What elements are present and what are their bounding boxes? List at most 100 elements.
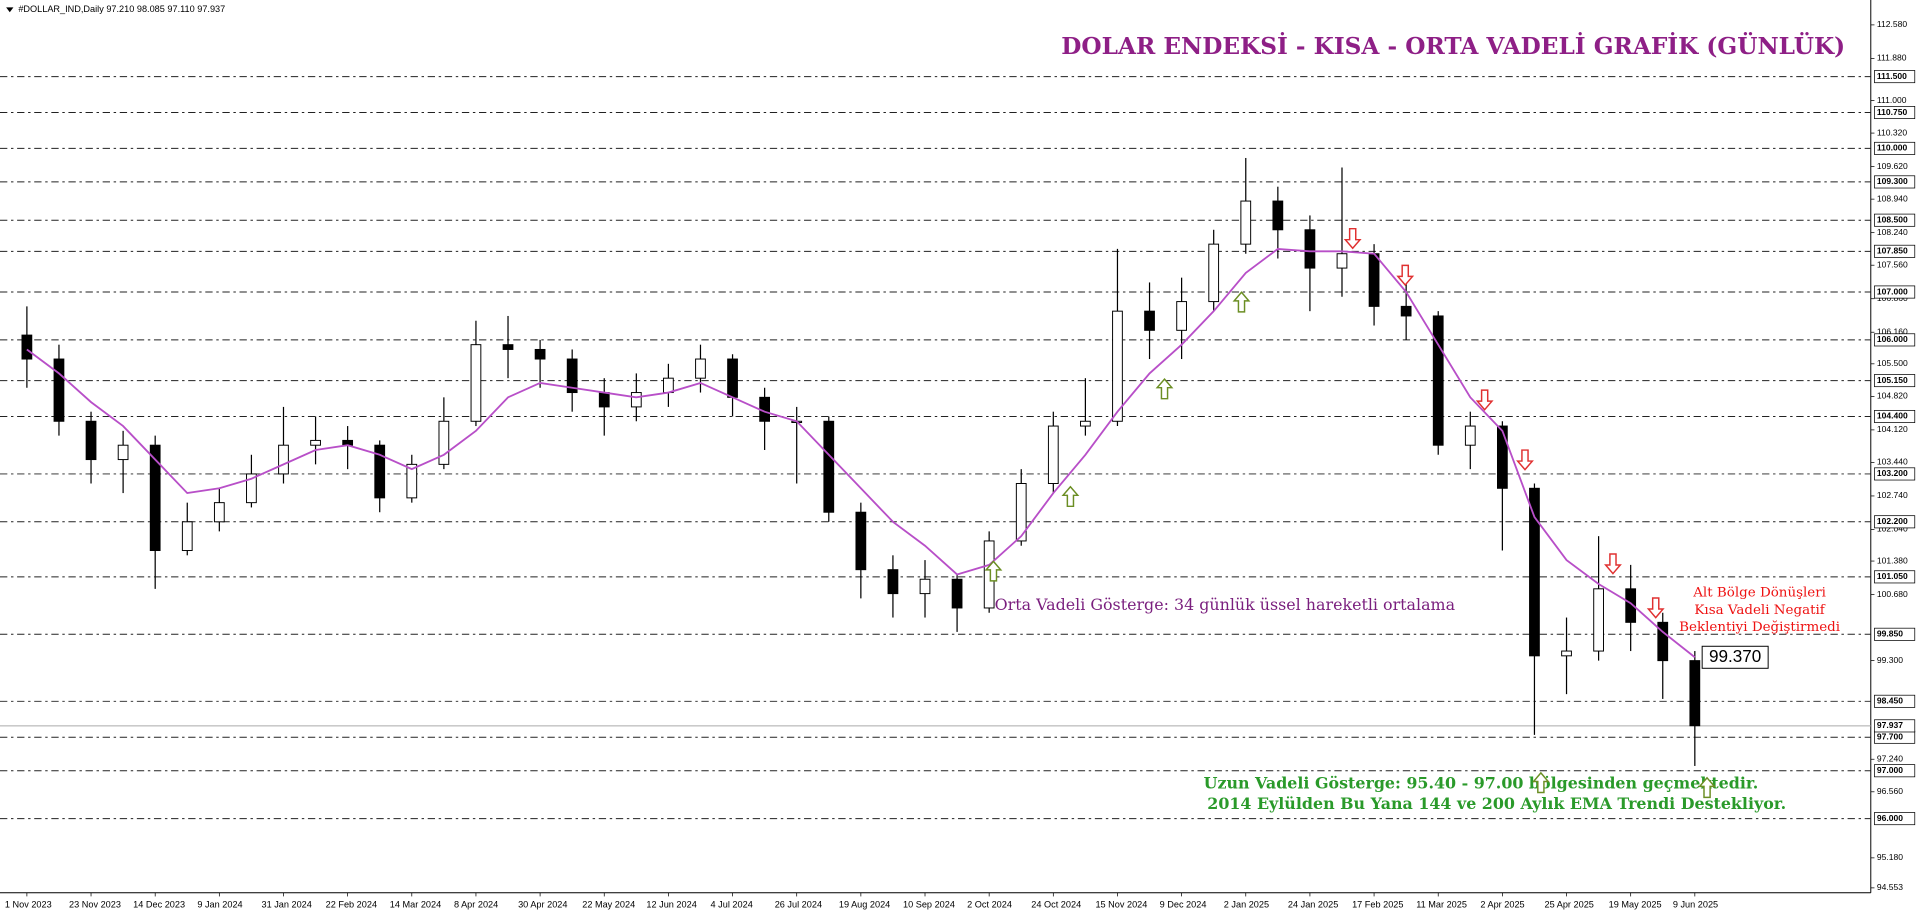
signal-arrow <box>1396 264 1415 287</box>
signal-arrow <box>1698 776 1716 799</box>
y-tick-label: 108.940 <box>1877 193 1908 203</box>
level-label-box <box>1874 285 1916 299</box>
candle-body <box>85 420 97 461</box>
x-tick-label: 23 Nov 2023 <box>69 899 121 909</box>
ema-label-box <box>1701 645 1769 669</box>
y-tick-label: 112.580 <box>1877 19 1907 29</box>
x-tick-label: 14 Dec 2023 <box>133 899 185 909</box>
level-label: 101.050 <box>1877 571 1908 581</box>
x-tick-label: 12 Jun 2024 <box>646 899 696 909</box>
signal-arrow <box>1343 227 1362 250</box>
y-tick-label: 104.120 <box>1877 424 1908 434</box>
level-label-box <box>1874 764 1916 778</box>
candle-body <box>1208 243 1220 303</box>
level-label: 109.300 <box>1877 176 1908 186</box>
candle-body <box>181 521 193 552</box>
level-label-box <box>1874 141 1916 155</box>
price-label-box <box>1874 719 1916 733</box>
y-tick-label: 102.740 <box>1877 490 1908 500</box>
x-tick-label: 26 Jul 2024 <box>775 899 822 909</box>
y-tick-label: 108.240 <box>1877 227 1908 237</box>
y-tick-label: 100.680 <box>1877 589 1908 599</box>
y-tick-label: 102.040 <box>1877 524 1908 534</box>
level-label-box <box>1874 333 1916 347</box>
candle-body <box>630 392 642 408</box>
annotation: Uzun Vadeli Gösterge: 95.40 - 97.00 bölg… <box>1204 773 1759 792</box>
level-label-box <box>1874 570 1916 584</box>
candle-body <box>1176 301 1187 331</box>
y-tick-label: 96.560 <box>1877 786 1903 796</box>
candle-body <box>919 578 931 595</box>
signal-arrow <box>984 560 1003 582</box>
candle-body <box>1336 253 1348 269</box>
candle-body <box>727 358 738 398</box>
level-label-box <box>1874 106 1916 119</box>
candle-body <box>1112 310 1123 422</box>
candle-body <box>1144 310 1155 331</box>
y-tick-label: 97.240 <box>1877 754 1903 764</box>
level-label: 96.000 <box>1877 813 1903 823</box>
x-tick-label: 25 Apr 2025 <box>1545 899 1594 909</box>
x-tick-label: 10 Sep 2024 <box>903 899 955 909</box>
level-label: 110.750 <box>1877 107 1908 117</box>
candle-body <box>1272 200 1284 231</box>
signal-arrow <box>1061 485 1080 508</box>
candle-body <box>1625 588 1637 623</box>
candle-body <box>117 444 129 461</box>
level-label: 103.200 <box>1877 468 1908 478</box>
level-label-box <box>1874 812 1916 826</box>
level-label-box <box>1874 175 1916 189</box>
candle-body <box>1529 487 1540 657</box>
x-tick-label: 8 Apr 2024 <box>454 899 498 909</box>
candle-body <box>1432 315 1444 446</box>
level-label-box <box>1874 694 1916 708</box>
x-tick-label: 11 Mar 2025 <box>1416 899 1467 909</box>
candle-body <box>598 392 610 408</box>
y-tick-label: 101.380 <box>1877 555 1908 565</box>
signal-arrow <box>1516 449 1534 471</box>
y-tick-label: 99.300 <box>1877 655 1903 665</box>
signal-arrow <box>1155 377 1174 400</box>
candle-body <box>502 344 514 350</box>
y-tick-label: 106.160 <box>1877 326 1908 336</box>
x-tick-label: 2 Jan 2025 <box>1224 899 1269 909</box>
level-label: 106.000 <box>1877 334 1908 344</box>
candle-body <box>21 334 33 360</box>
level-label-box <box>1874 467 1916 481</box>
candle-body <box>887 569 899 595</box>
candle-body <box>438 420 450 465</box>
level-label-box <box>1874 515 1916 529</box>
level-label: 107.850 <box>1877 246 1908 256</box>
x-tick-label: 1 Nov 2023 <box>5 899 52 909</box>
signal-arrow <box>1531 771 1550 794</box>
signal-arrow <box>1475 389 1494 411</box>
candle-body <box>374 444 386 499</box>
candle-body <box>1080 420 1091 427</box>
x-tick-label: 9 Dec 2024 <box>1160 899 1207 909</box>
candle-body <box>149 444 161 552</box>
x-tick-label: 15 Nov 2024 <box>1095 899 1147 909</box>
x-tick-label: 24 Oct 2024 <box>1031 899 1081 909</box>
candle-body <box>1689 660 1701 727</box>
candle-body <box>823 420 835 513</box>
candle-body <box>1400 305 1412 317</box>
annotation: Beklentiyi Değiştirmedi <box>1679 620 1840 635</box>
y-tick-label: 111.000 <box>1877 95 1907 105</box>
y-tick-label: 107.560 <box>1877 259 1908 269</box>
candle-body <box>53 358 65 422</box>
candle-body <box>213 502 225 523</box>
candle-body <box>1304 229 1316 269</box>
level-label: 108.500 <box>1877 214 1908 224</box>
candle-body <box>310 439 321 446</box>
level-label-box <box>1874 213 1916 227</box>
x-tick-label: 19 Aug 2024 <box>839 899 890 909</box>
level-label: 102.200 <box>1877 516 1908 526</box>
x-tick-label: 30 Apr 2024 <box>518 899 567 909</box>
x-tick-label: 19 May 2025 <box>1609 899 1662 909</box>
signal-arrow <box>1646 597 1665 619</box>
level-label: 104.400 <box>1877 411 1908 421</box>
candle-body <box>1240 200 1252 245</box>
candle-body <box>1593 588 1604 652</box>
